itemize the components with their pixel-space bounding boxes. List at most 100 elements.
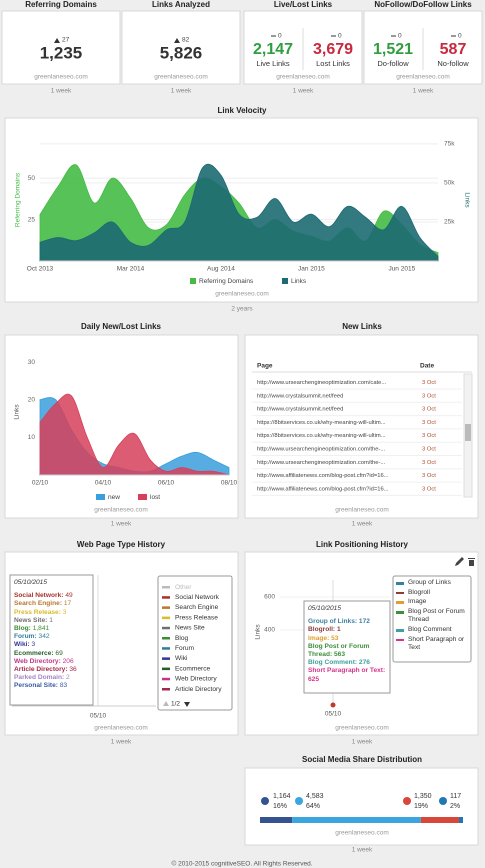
legend-box: [157, 575, 233, 711]
tooltip-value: 3: [62, 608, 67, 616]
tooltip-value: 172: [358, 618, 370, 626]
legend-row: Image: [396, 598, 470, 606]
site-label: greenlaneseo.com: [396, 74, 449, 81]
tooltip-row: Social Network49: [14, 592, 92, 600]
legend-swatch: [162, 637, 170, 640]
legend-swatch: [162, 647, 170, 650]
x-tick-label: 04/10: [95, 480, 112, 487]
tooltip-value: 36: [69, 666, 77, 674]
tooltip-row: News Site1: [14, 617, 92, 625]
legend-label: Image: [408, 598, 427, 606]
tooltip-name: Wiki: [14, 641, 32, 648]
tooltip-value: 83: [59, 682, 68, 690]
tooltip-name: Social Network: [14, 592, 65, 599]
legend-label: Links: [291, 278, 307, 285]
page-url: https://8bitservices.co.uk/why-meaning-w…: [257, 420, 386, 426]
edit-icon[interactable]: [455, 557, 464, 566]
x-tick-label: Oct 2013: [27, 266, 54, 273]
tooltip-name: Web Directory: [14, 658, 63, 665]
period-label: 1 week: [413, 88, 434, 95]
tooltip-row: Image53: [308, 635, 388, 643]
tooltip-row: Press Release3: [14, 609, 92, 617]
change: 0: [458, 33, 462, 40]
tooltip-row: Article Directory36: [14, 666, 92, 674]
site-label: greenlaneseo.com: [34, 74, 87, 81]
tooltip-row: Group of Links172: [308, 618, 388, 626]
link-date: 3 Oct: [422, 393, 436, 399]
legend-label: Other: [175, 584, 192, 591]
legend-row: Blog Post or Forum Thread: [396, 608, 470, 624]
share-percent: 2%: [450, 803, 460, 810]
link-date: 3 Oct: [422, 407, 436, 413]
period-label: 1 week: [51, 88, 72, 95]
tooltip-name: Search Engine: [14, 600, 64, 607]
area: [39, 393, 230, 476]
y-tick-label: 20: [28, 396, 36, 403]
tooltip-date: 05/10/2015: [308, 605, 342, 612]
period-label: 1 week: [352, 847, 373, 854]
y2-tick-label: 75k: [444, 141, 455, 148]
tooltip-row: Blog Comment276: [308, 659, 388, 667]
x-tick-label: Mar 2014: [117, 266, 145, 273]
widget-title: New Links: [342, 322, 382, 331]
legend: Group of Links Blogroll Image Blog Post or …: [396, 579, 470, 652]
widget-title: Live/Lost Links: [274, 0, 333, 9]
x-tick-label: 05/10: [325, 711, 342, 718]
link-date: 3 Oct: [422, 486, 436, 492]
tooltip-box: [9, 574, 94, 706]
tooltip-value: 625: [308, 675, 320, 683]
page-up[interactable]: [163, 701, 169, 706]
area: [39, 163, 439, 262]
link-date: 3 Oct: [422, 380, 436, 386]
legend-swatch: [396, 629, 404, 632]
link-date: 3 Oct: [422, 447, 436, 453]
y-axis-label: Referring Domains: [15, 172, 22, 227]
delete-icon[interactable]: [468, 558, 475, 566]
legend-label: Wiki: [175, 655, 188, 662]
value: 1,235: [40, 43, 83, 62]
y-axis-label: Links: [14, 404, 21, 420]
scrollbar-thumb: [465, 424, 471, 441]
legend-swatch: [162, 677, 170, 681]
stat-label: No-follow: [437, 59, 469, 68]
legend-swatch: [162, 596, 170, 599]
tooltip-name: News Site: [14, 617, 49, 624]
page-down[interactable]: [184, 702, 190, 707]
share-percent: 16%: [273, 803, 287, 810]
tooltip-row: Short Paragraph or Text625: [308, 667, 388, 683]
legend-row: Group of Links: [396, 579, 470, 587]
widget-title: Web Page Type History: [77, 540, 166, 549]
legend-swatch: [162, 688, 170, 691]
tooltip-name: Short Paragraph or Text: [308, 667, 385, 674]
change: 82: [182, 37, 190, 44]
tooltip-value: 2: [66, 674, 70, 682]
tooltip-name: Ecommerce: [14, 650, 55, 657]
page-url: http://www.ursearchengineoptimization.co…: [257, 447, 386, 453]
legend-label: Web Directory: [175, 676, 217, 683]
legend-swatch: [190, 278, 196, 284]
legend-swatch: [162, 586, 170, 589]
footer: © 2010-2015 cognitiveSEO. All Rights Res…: [171, 860, 312, 868]
tooltip-value: 53: [331, 634, 339, 642]
link-date: 3 Oct: [422, 420, 436, 426]
tooltip-row: Blog Post or Forum Thread563: [308, 643, 388, 659]
network-icon: [261, 797, 269, 805]
tooltip-name: Blog: [14, 625, 33, 632]
legend-row: Short Paragraph or Text: [396, 636, 470, 652]
share-count: 1,350: [414, 793, 432, 800]
legend-label: Press Release: [175, 614, 218, 621]
widget-title: Link Velocity: [218, 106, 267, 115]
y2-tick-label: 50k: [444, 180, 455, 187]
tooltip-name: Parked Domain: [14, 674, 66, 681]
legend-label: Ecommerce: [175, 665, 211, 672]
legend-body: Group of Links Blogroll Image Blog Post or …: [396, 579, 470, 652]
legend-page: 1/2: [171, 701, 180, 708]
tooltip-value: 1,841: [32, 625, 50, 633]
legend-label: News Site: [175, 625, 205, 632]
stat-value: 1,521: [373, 41, 413, 58]
change: 0: [338, 33, 342, 40]
